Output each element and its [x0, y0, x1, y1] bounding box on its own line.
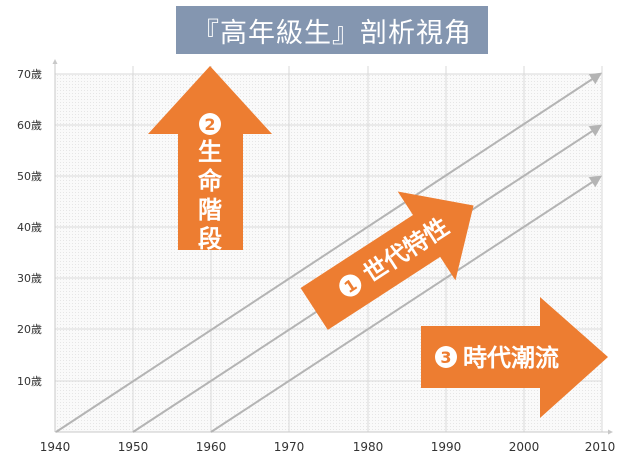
x-tick: 1980 [353, 440, 384, 454]
y-tick: 70歲 [17, 67, 42, 81]
y-tick: 60歲 [17, 118, 42, 132]
number-badge [199, 113, 221, 135]
y-tick: 50歲 [17, 169, 42, 183]
x-tick: 2000 [509, 440, 540, 454]
number-badge-text: 3 [440, 348, 451, 367]
y-tick: 20歲 [17, 322, 42, 336]
x-tick: 1940 [40, 440, 71, 454]
x-tick: 1970 [274, 440, 305, 454]
y-tick: 40歲 [17, 220, 42, 234]
x-tick: 1950 [118, 440, 149, 454]
number-badge [339, 274, 362, 297]
page-title: 『高年級生』剖析視角 [176, 6, 488, 54]
y-tick: 30歲 [17, 271, 42, 285]
life-stage-arrow: 2 生 命 階 段 [148, 66, 272, 253]
life-stage-label-char: 命 [198, 167, 223, 195]
x-tick: 1990 [431, 440, 462, 454]
number-badge [435, 346, 457, 368]
trend-arrow: 3 時代潮流 [421, 297, 608, 418]
x-tick: 1960 [196, 440, 227, 454]
life-stage-label-char: 階 [198, 196, 222, 224]
x-tick: 2010 [585, 440, 616, 454]
life-stage-label-char: 生 [198, 138, 222, 166]
cohort-line [55, 72, 603, 433]
y-tick: 10歲 [17, 374, 42, 388]
trend-label: 時代潮流 [463, 344, 559, 372]
cohort-line [210, 175, 603, 433]
life-stage-label-char: 段 [198, 225, 222, 253]
number-badge-text: 2 [204, 115, 215, 134]
